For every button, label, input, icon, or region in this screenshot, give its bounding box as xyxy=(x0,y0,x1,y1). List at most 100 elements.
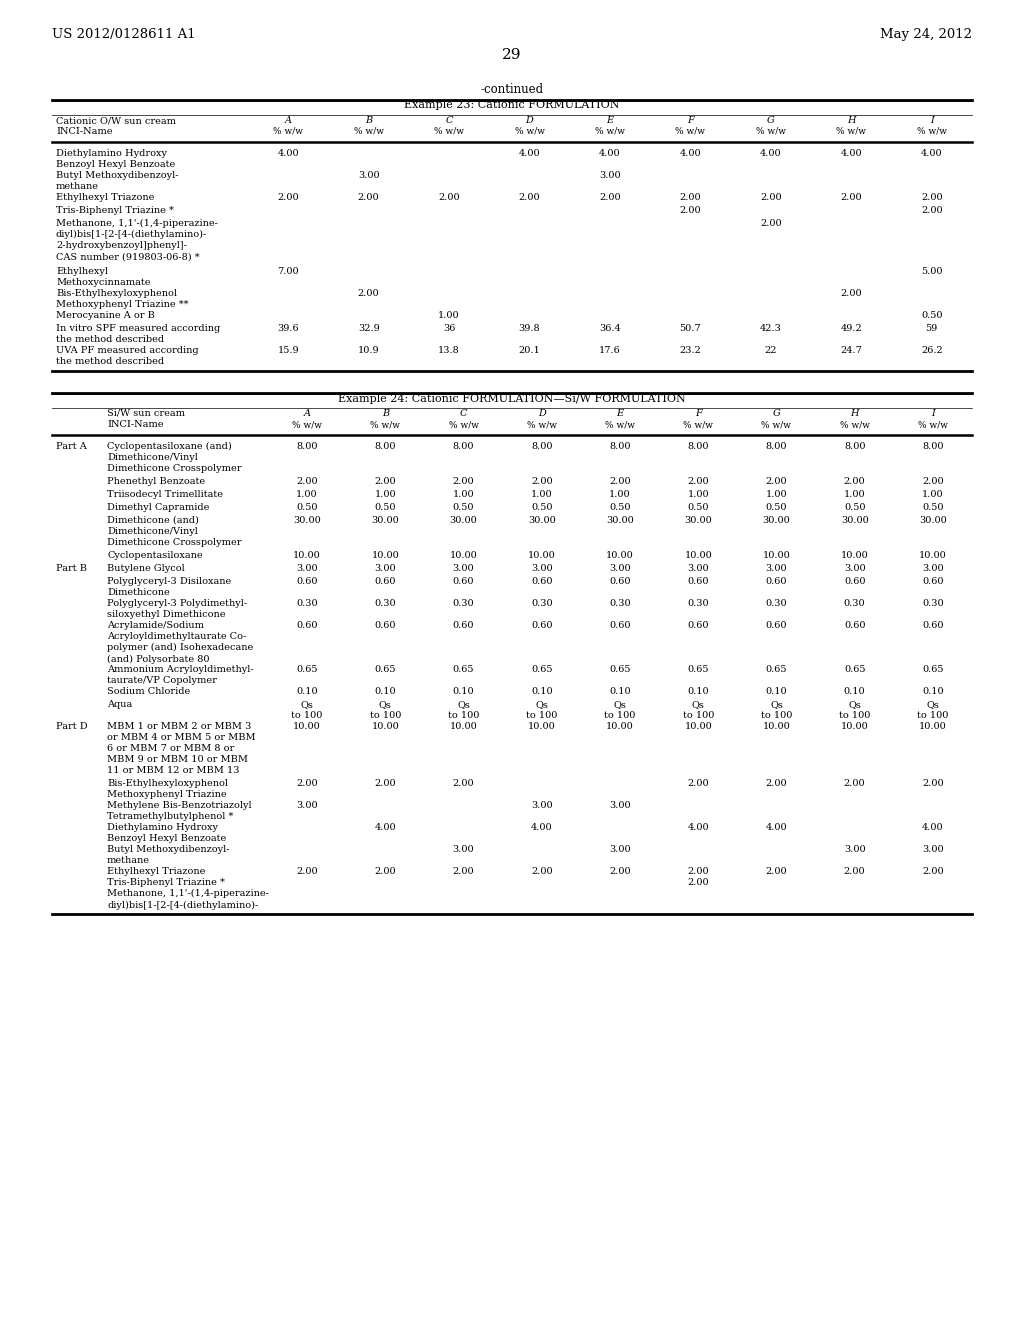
Text: 0.65: 0.65 xyxy=(844,665,865,675)
Text: I: I xyxy=(931,409,935,418)
Text: 1.00: 1.00 xyxy=(687,490,709,499)
Text: 0.60: 0.60 xyxy=(923,620,944,630)
Text: % w/w: % w/w xyxy=(371,420,400,429)
Text: 3.00: 3.00 xyxy=(453,564,474,573)
Text: Qs
to 100: Qs to 100 xyxy=(918,700,948,721)
Text: Merocyanine A or B: Merocyanine A or B xyxy=(56,312,155,319)
Text: 3.00: 3.00 xyxy=(599,172,621,180)
Text: 3.00: 3.00 xyxy=(922,845,944,854)
Text: 8.00: 8.00 xyxy=(687,442,709,451)
Text: 2.00: 2.00 xyxy=(680,206,701,215)
Text: 2.00: 2.00 xyxy=(375,477,396,486)
Text: 0.10: 0.10 xyxy=(531,686,553,696)
Text: % w/w: % w/w xyxy=(762,420,792,429)
Text: 0.60: 0.60 xyxy=(375,620,396,630)
Text: 10.00: 10.00 xyxy=(528,722,556,731)
Text: C: C xyxy=(445,116,453,125)
Text: 10.00: 10.00 xyxy=(684,550,712,560)
Text: Aqua: Aqua xyxy=(106,700,132,709)
Text: MBM 1 or MBM 2 or MBM 3
or MBM 4 or MBM 5 or MBM
6 or MBM 7 or MBM 8 or
MBM 9 or: MBM 1 or MBM 2 or MBM 3 or MBM 4 or MBM … xyxy=(106,722,256,775)
Text: B: B xyxy=(382,409,389,418)
Text: D: D xyxy=(525,116,534,125)
Text: Polyglyceryl-3 Polydimethyl-
siloxyethyl Dimethicone: Polyglyceryl-3 Polydimethyl- siloxyethyl… xyxy=(106,599,247,619)
Text: Qs
to 100: Qs to 100 xyxy=(526,700,557,721)
Text: 0.60: 0.60 xyxy=(609,577,631,586)
Text: Qs
to 100: Qs to 100 xyxy=(683,700,714,721)
Text: 7.00: 7.00 xyxy=(278,267,299,276)
Text: 2.00: 2.00 xyxy=(844,867,865,876)
Text: Qs
to 100: Qs to 100 xyxy=(447,700,479,721)
Text: 10.00: 10.00 xyxy=(684,722,712,731)
Text: 4.00: 4.00 xyxy=(921,149,942,158)
Text: Butyl Methoxydibenzoyl-
methane: Butyl Methoxydibenzoyl- methane xyxy=(56,172,178,191)
Text: 0.50: 0.50 xyxy=(844,503,865,512)
Text: G: G xyxy=(772,409,780,418)
Text: 42.3: 42.3 xyxy=(760,323,782,333)
Text: Diethylamino Hydroxy
Benzoyl Hexyl Benzoate: Diethylamino Hydroxy Benzoyl Hexyl Benzo… xyxy=(106,822,226,843)
Text: Cyclopentasiloxane (and)
Dimethicone/Vinyl
Dimethicone Crosspolymer: Cyclopentasiloxane (and) Dimethicone/Vin… xyxy=(106,442,242,474)
Text: 0.30: 0.30 xyxy=(687,599,709,609)
Text: 22: 22 xyxy=(765,346,777,355)
Text: 0.60: 0.60 xyxy=(923,577,944,586)
Text: 3.00: 3.00 xyxy=(844,564,865,573)
Text: 4.00: 4.00 xyxy=(922,822,944,832)
Text: E: E xyxy=(606,116,613,125)
Text: 4.00: 4.00 xyxy=(531,822,553,832)
Text: 13.8: 13.8 xyxy=(438,346,460,355)
Text: A: A xyxy=(285,116,292,125)
Text: 0.60: 0.60 xyxy=(687,620,709,630)
Text: 8.00: 8.00 xyxy=(844,442,865,451)
Text: 0.65: 0.65 xyxy=(609,665,631,675)
Text: 2.00: 2.00 xyxy=(375,779,396,788)
Text: 29: 29 xyxy=(502,48,522,62)
Text: F: F xyxy=(687,116,694,125)
Text: 8.00: 8.00 xyxy=(609,442,631,451)
Text: 2.00: 2.00 xyxy=(766,477,787,486)
Text: INCI-Name: INCI-Name xyxy=(56,127,113,136)
Text: 0.50: 0.50 xyxy=(766,503,787,512)
Text: 8.00: 8.00 xyxy=(453,442,474,451)
Text: -continued: -continued xyxy=(480,83,544,96)
Text: 0.60: 0.60 xyxy=(296,620,317,630)
Text: 2.00: 2.00 xyxy=(296,779,317,788)
Text: 10.00: 10.00 xyxy=(606,550,634,560)
Text: 2.00: 2.00 xyxy=(922,779,944,788)
Text: 2.00: 2.00 xyxy=(844,477,865,486)
Text: 0.65: 0.65 xyxy=(375,665,396,675)
Text: 0.10: 0.10 xyxy=(375,686,396,696)
Text: 2.00: 2.00 xyxy=(609,477,631,486)
Text: 2.00: 2.00 xyxy=(531,867,553,876)
Text: 1.00: 1.00 xyxy=(609,490,631,499)
Text: 2.00: 2.00 xyxy=(760,219,781,228)
Text: 32.9: 32.9 xyxy=(357,323,380,333)
Text: Part B: Part B xyxy=(56,564,87,573)
Text: Bis-Ethylhexyloxyphenol
Methoxyphenyl Triazine **: Bis-Ethylhexyloxyphenol Methoxyphenyl Tr… xyxy=(56,289,188,309)
Text: 0.30: 0.30 xyxy=(375,599,396,609)
Text: 2.00: 2.00 xyxy=(375,867,396,876)
Text: 30.00: 30.00 xyxy=(606,516,634,525)
Text: 0.50: 0.50 xyxy=(296,503,317,512)
Text: 10.00: 10.00 xyxy=(606,722,634,731)
Text: 50.7: 50.7 xyxy=(680,323,701,333)
Text: % w/w: % w/w xyxy=(918,420,948,429)
Text: 2.00: 2.00 xyxy=(453,779,474,788)
Text: 30.00: 30.00 xyxy=(763,516,791,525)
Text: 17.6: 17.6 xyxy=(599,346,621,355)
Text: 0.50: 0.50 xyxy=(531,503,553,512)
Text: 0.30: 0.30 xyxy=(922,599,944,609)
Text: Dimethyl Capramide: Dimethyl Capramide xyxy=(106,503,209,512)
Text: H: H xyxy=(850,409,859,418)
Text: 3.00: 3.00 xyxy=(609,801,631,810)
Text: 2.00: 2.00 xyxy=(296,867,317,876)
Text: 0.30: 0.30 xyxy=(766,599,787,609)
Text: 0.30: 0.30 xyxy=(296,599,317,609)
Text: E: E xyxy=(616,409,624,418)
Text: 36.4: 36.4 xyxy=(599,323,621,333)
Text: Ammonium Acryloyldimethyl-
taurate/VP Copolymer: Ammonium Acryloyldimethyl- taurate/VP Co… xyxy=(106,665,254,685)
Text: 39.6: 39.6 xyxy=(278,323,299,333)
Text: 0.65: 0.65 xyxy=(766,665,787,675)
Text: 0.60: 0.60 xyxy=(375,577,396,586)
Text: 10.00: 10.00 xyxy=(841,550,868,560)
Text: 1.00: 1.00 xyxy=(531,490,553,499)
Text: UVA PF measured according
the method described: UVA PF measured according the method des… xyxy=(56,346,199,366)
